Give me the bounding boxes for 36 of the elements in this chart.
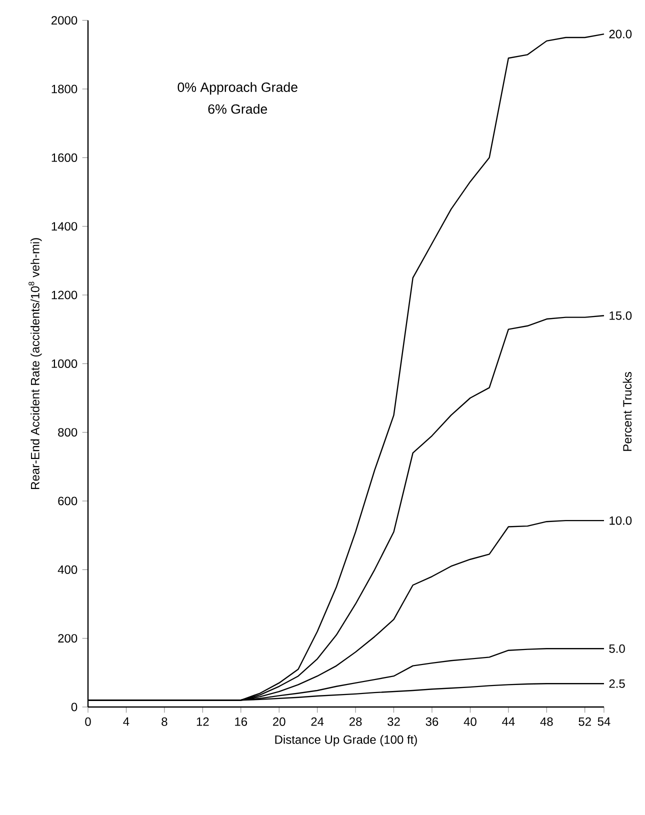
y-tick-label: 1600 (52, 153, 78, 162)
y-axis-title: Rear-End Accident Rate (accidents/10$^{8}$ veh-mi) (28, 238, 42, 489)
y-tick-label: 1000 (52, 359, 78, 368)
y-tick-label: 600 (58, 496, 78, 506)
x-tick-label: 48 (540, 717, 553, 726)
y-tick-label: 800 (58, 428, 78, 437)
x-tick-label: 52 (578, 717, 591, 726)
x-tick-label: 20 (273, 717, 286, 726)
x-tick-label: 32 (388, 717, 400, 726)
x-tick-label: 36 (426, 717, 438, 726)
x-tick-label: 4 (123, 717, 130, 726)
x-tick-label: 0 (85, 717, 91, 726)
x-tick-label: 8 (162, 717, 168, 726)
series-label: 15.0 (610, 311, 632, 320)
y-tick-label: 1800 (52, 84, 78, 94)
series-label: 2.5 (609, 679, 625, 688)
x-axis-title: Distance Up Grade (100 ft) (275, 735, 417, 746)
x-tick-label: 12 (196, 717, 209, 726)
y-tick-label: 400 (58, 565, 78, 574)
annotation: 6% Grade (208, 104, 268, 114)
x-tick-label: 24 (311, 717, 324, 726)
series-label: 5.0 (609, 644, 625, 653)
series-label: 10.0 (610, 516, 632, 525)
x-tick-label: 16 (235, 717, 248, 726)
y-tick-label: 2000 (52, 16, 78, 25)
series-label: 20.0 (609, 30, 632, 38)
x-tick-label: 40 (464, 717, 476, 726)
y-tick-label: 0 (71, 702, 78, 712)
x-tick-label: 28 (349, 717, 362, 726)
annotation: 0% Approach Grade (178, 82, 298, 95)
text: Percent Trucks (622, 372, 632, 451)
x-tick-label: 44 (502, 717, 515, 726)
x-tick-label: 54 (598, 717, 610, 726)
y-tick-label: 200 (58, 634, 78, 643)
y-tick-label: 1200 (52, 290, 78, 300)
y-tick-label: 1400 (52, 222, 78, 231)
